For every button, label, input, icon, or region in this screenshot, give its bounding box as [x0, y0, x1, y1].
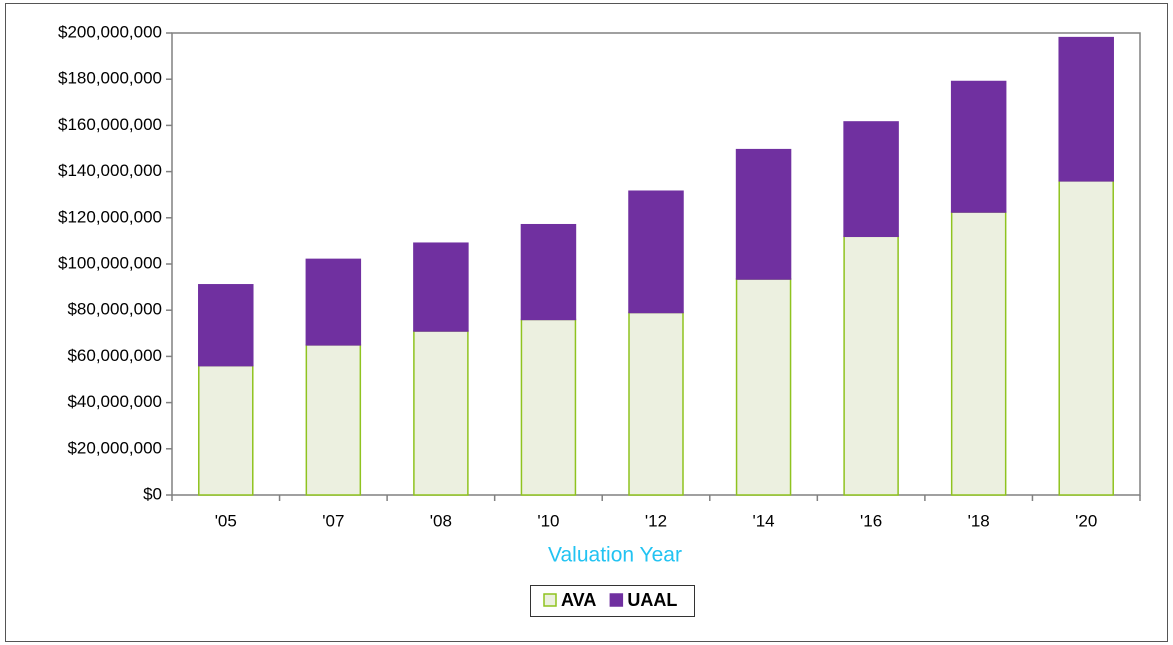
y-tick-label: $120,000,000	[58, 207, 162, 226]
x-tick-label: '14	[752, 511, 774, 530]
bar-segment	[843, 235, 899, 496]
bar-segment	[628, 311, 684, 496]
bar-segment	[735, 278, 792, 496]
x-tick-label: '10	[537, 511, 559, 530]
bar-segment	[413, 242, 469, 332]
legend-swatch	[543, 593, 557, 607]
x-axis-label: Valuation Year	[548, 544, 682, 567]
x-tick-label: '08	[430, 511, 452, 530]
y-tick-label: $40,000,000	[67, 392, 162, 411]
legend-label: AVA	[561, 590, 596, 610]
x-tick-label: '16	[860, 511, 882, 530]
bar-segment	[305, 344, 362, 496]
y-tick-label: $200,000,000	[58, 22, 162, 41]
y-tick-label: $180,000,000	[58, 69, 162, 88]
bar-segment	[950, 211, 1007, 496]
y-tick-label: $80,000,000	[67, 300, 162, 319]
y-tick-label: $100,000,000	[58, 253, 162, 272]
x-tick-label: '07	[322, 511, 344, 530]
bar-segment	[1058, 180, 1114, 496]
y-tick-label: $20,000,000	[67, 438, 162, 457]
y-tick-label: $0	[143, 484, 162, 503]
bar-segment	[1058, 36, 1114, 182]
bar-segment	[950, 80, 1007, 213]
x-tick-label: '18	[968, 511, 990, 530]
y-tick-label: $140,000,000	[58, 161, 162, 180]
y-tick-label: $160,000,000	[58, 115, 162, 134]
x-tick-label: '12	[645, 511, 667, 530]
bar-segment	[198, 284, 254, 367]
bar-segment	[305, 258, 362, 346]
bar-segment	[843, 121, 899, 238]
bar-segment	[735, 148, 792, 280]
legend-swatch	[609, 593, 624, 607]
bar-segment	[520, 223, 577, 321]
bar-segment	[413, 330, 469, 496]
legend-label: UAAL	[627, 590, 677, 610]
x-tick-label: '05	[215, 511, 237, 530]
bar-segment	[520, 318, 577, 496]
bar-segment	[198, 364, 254, 496]
y-tick-label: $60,000,000	[67, 346, 162, 365]
bar-segment	[628, 190, 684, 314]
x-tick-label: '20	[1075, 511, 1097, 530]
